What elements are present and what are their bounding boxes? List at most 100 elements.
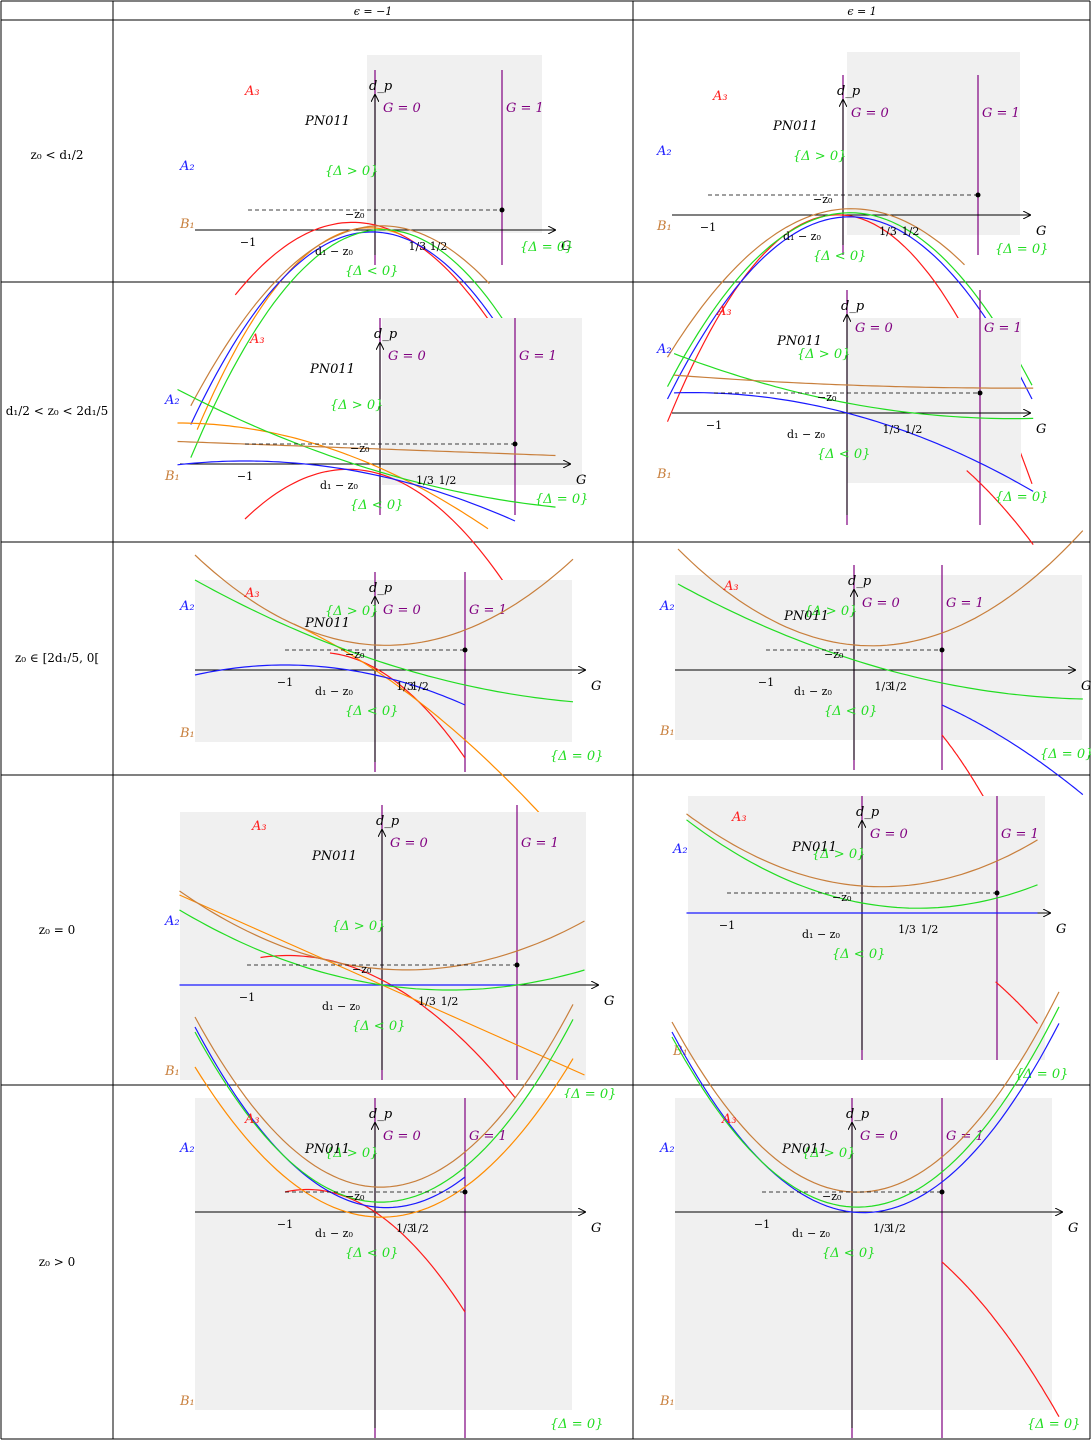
PN011-label: PN011 — [781, 1142, 827, 1157]
A3-label: A₃ — [251, 819, 267, 834]
G1-label: G = 1 — [946, 1129, 984, 1144]
delta-zero-label: {Δ = 0} — [1040, 747, 1091, 762]
A2-curve — [671, 1023, 1060, 1214]
level-point — [514, 962, 520, 968]
G1-label: G = 1 — [506, 101, 544, 116]
delta-zero-label: {Δ = 0} — [1027, 1417, 1080, 1432]
delta-zero-label: {Δ = 0} — [550, 1417, 603, 1432]
G1-label: G = 1 — [984, 321, 1022, 336]
A3-curve — [260, 954, 518, 1101]
G0-label: G = 0 — [860, 1129, 898, 1144]
level-point — [994, 890, 1000, 896]
A2-label: A₂ — [656, 342, 672, 357]
B1-curve — [666, 208, 965, 358]
delta-neg-label: {Δ < 0} — [352, 1019, 405, 1034]
PN011-label: PN011 — [304, 1142, 350, 1157]
delta-pos-label: {Δ > 0} — [330, 398, 383, 413]
A3-curve — [234, 221, 503, 341]
row-label: z₀ > 0 — [39, 1255, 75, 1269]
delta-neg-label: {Δ < 0} — [345, 704, 398, 719]
A2-curve — [674, 392, 1034, 492]
B1-curve — [190, 225, 490, 407]
PN011-label: PN011 — [772, 119, 818, 134]
tick-minus1: −1 — [240, 236, 256, 249]
d1-minus-z0-label: d₁ − z₀ — [315, 685, 353, 698]
delta-zero-curve — [686, 819, 1038, 909]
G-axis-label: G — [591, 679, 601, 694]
minus-z0-label: −z₀ — [824, 648, 844, 661]
G-axis-label: G — [1036, 224, 1046, 239]
tick-half: 1/2 — [889, 680, 907, 693]
tick-third: 1/3 — [416, 474, 434, 487]
tick-third: 1/3 — [879, 225, 897, 238]
G0-label: G = 0 — [383, 101, 421, 116]
q2-curve — [293, 623, 574, 851]
delta-zero-curve — [179, 909, 585, 991]
q2-curve — [196, 227, 401, 430]
delta-zero-label: {Δ = 0} — [550, 749, 603, 764]
A3-label: A₃ — [731, 810, 747, 825]
d1-minus-z0-label: d₁ − z₀ — [787, 428, 825, 441]
d1-minus-z0-label: d₁ − z₀ — [315, 245, 353, 258]
G1-label: G = 1 — [469, 603, 507, 618]
level-point — [499, 207, 505, 213]
delta-zero-curve — [194, 1019, 574, 1203]
dp-axis-label: d_p — [848, 574, 872, 589]
shaded-region — [367, 55, 542, 233]
tick-half: 1/2 — [411, 1222, 429, 1235]
B1-curve — [177, 440, 556, 457]
delta-pos-label: {Δ > 0} — [332, 919, 385, 934]
G-axis-label: G — [576, 473, 586, 488]
delta-neg-label: {Δ < 0} — [345, 264, 398, 279]
tick-half: 1/2 — [430, 240, 448, 253]
header-eps-plus1: ϵ = 1 — [847, 5, 876, 18]
A2-label: A₂ — [179, 159, 195, 174]
shaded-region — [688, 796, 1045, 1060]
G-axis-label: G — [1068, 1221, 1078, 1236]
B1-curve — [671, 991, 1060, 1193]
B1-label: B₁ — [656, 219, 672, 234]
delta-neg-label: {Δ < 0} — [822, 1246, 875, 1261]
delta-neg-label: {Δ < 0} — [813, 249, 866, 264]
B1-label: B₁ — [659, 1394, 675, 1409]
delta-zero-curve — [673, 353, 1034, 420]
dp-axis-label: d_p — [856, 805, 880, 820]
delta-zero-curve — [666, 212, 1033, 387]
tick-third: 1/3 — [898, 923, 916, 936]
A3-label: A₃ — [721, 1112, 737, 1127]
PN011-label: PN011 — [304, 114, 350, 129]
tick-minus1: −1 — [758, 676, 774, 689]
G1-label: G = 1 — [982, 106, 1020, 121]
d1-minus-z0-label: d₁ − z₀ — [792, 1227, 830, 1240]
PN011-label: PN011 — [304, 616, 350, 631]
A3-curve — [329, 652, 466, 759]
A3-label: A₃ — [244, 84, 260, 99]
d1-minus-z0-label: d₁ − z₀ — [783, 230, 821, 243]
A3-label: A₃ — [716, 304, 732, 319]
level-point — [462, 1189, 468, 1195]
B1-label: B₁ — [656, 467, 672, 482]
tick-minus1: −1 — [719, 919, 735, 932]
shaded-region — [195, 580, 572, 742]
d1-minus-z0-label: d₁ − z₀ — [794, 685, 832, 698]
delta-zero-label: {Δ = 0} — [995, 490, 1048, 505]
G-axis-label: G — [591, 1221, 601, 1236]
delta-neg-label: {Δ < 0} — [350, 498, 403, 513]
minus-z0-label: −z₀ — [345, 1190, 365, 1203]
delta-neg-label: {Δ < 0} — [824, 704, 877, 719]
panel-2-0: Gd_p G = 0 G = 1 −1 1/31/2 {Δ > 0} {Δ < 0} {Δ =… — [179, 554, 603, 851]
B1-curve — [194, 554, 574, 646]
A2-label: A₂ — [659, 599, 675, 614]
panel-2-1: Gd_p G = 0 G = 1 −1 1/31/2 {Δ > 0} {Δ < 0} {Δ =… — [659, 530, 1091, 853]
table-cells: Gd_p G = 0 G = 1 −1 1/3 1/2 {Δ > 0} {Δ < 0} {Δ =… — [164, 52, 1091, 1438]
shaded-region — [847, 318, 1021, 483]
A2-label: A₂ — [179, 599, 195, 614]
G0-label: G = 0 — [855, 321, 893, 336]
minus-z0-label: −z₀ — [345, 648, 365, 661]
dp-axis-label: d_p — [376, 814, 400, 829]
delta-zero-curve — [194, 579, 574, 703]
delta-zero-curve — [677, 583, 1083, 700]
B1-curve — [686, 813, 1038, 888]
B1-label: B₁ — [179, 1394, 195, 1409]
